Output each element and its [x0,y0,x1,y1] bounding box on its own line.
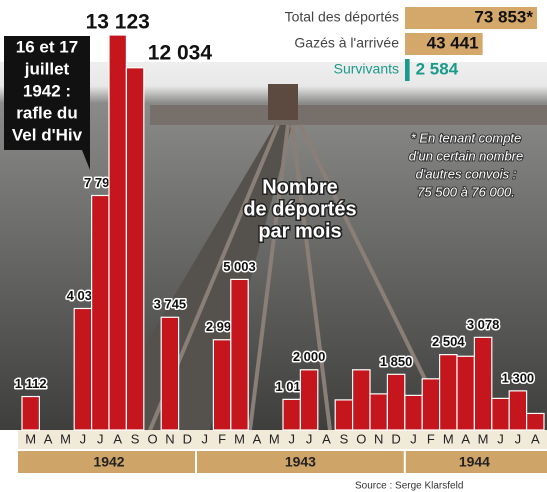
value-label: 13 123 [86,11,150,34]
value-label: 12 034 [148,41,213,64]
x-tick-label: J [515,431,522,446]
bar [300,370,317,430]
summary-value: 73 853* [474,7,533,26]
bar [74,308,91,430]
source: Source : Serge Klarsfeld [355,481,463,492]
bar [353,370,370,430]
x-tick-label: J [410,431,417,446]
value-label: 2 504 [432,334,465,349]
bar [509,391,526,430]
note: d'un certain nombre [409,148,524,163]
note: * En tenant compte [411,130,522,145]
x-tick-label: J [80,431,87,446]
x-tick-label: M [234,431,245,446]
x-tick-label: J [201,431,208,446]
summary-label: Survivants [334,61,399,77]
bar [527,413,544,430]
summary-label: Gazés à l'arrivée [294,35,399,51]
chart-title: par mois [258,220,341,242]
gate-tower [268,84,298,120]
value-label: 2 000 [293,349,326,364]
summary-value: 2 584 [416,59,459,78]
x-tick-label: J [497,431,504,446]
bar [474,337,491,430]
x-tick-label: A [461,431,470,446]
chart-title: Nombre [262,176,338,198]
bar [440,355,457,430]
x-tick-label: J [288,431,295,446]
x-tick-label: D [391,431,400,446]
x-tick-label: F [218,431,226,446]
bar [231,279,248,430]
annotation: rafle du [16,103,77,122]
x-tick-label: N [165,431,174,446]
annotation: 16 et 17 [16,37,78,56]
camp-wall [150,105,547,125]
x-tick-label: A [113,431,122,446]
x-tick-label: F [427,431,435,446]
value-label: 1 850 [380,354,413,369]
x-tick-label: M [478,431,489,446]
year-label: 1942 [93,454,124,470]
bar [109,35,126,430]
chart-title: de déportés [243,198,356,220]
x-tick-label: A [44,431,53,446]
x-tick-label: M [443,431,454,446]
x-tick-label: D [183,431,192,446]
value-label: 1 112 [15,376,47,391]
bar [492,398,509,430]
x-tick-label: M [25,431,36,446]
x-tick-label: J [306,431,313,446]
value-label: 3 745 [154,297,187,312]
bar [370,394,387,430]
bar [92,195,109,430]
annotation: juillet [24,59,70,78]
x-tick-label: A [322,431,331,446]
bar [213,340,230,430]
summary-label: Total des déportés [285,9,399,25]
bar [283,399,300,430]
x-tick-label: A [531,431,540,446]
bar [126,68,143,430]
x-tick-label: N [374,431,383,446]
x-tick-label: S [131,431,140,446]
x-tick-label: M [269,431,280,446]
value-label: 3 078 [467,317,500,332]
x-tick-label: O [356,431,366,446]
summary-value: 43 441 [427,33,479,52]
page: Source : Serge Klarsfeld Nombrede déport… [0,0,547,492]
bar [405,395,422,430]
bar [387,374,404,430]
summary-bar [405,59,410,81]
note: 75 500 à 76 000. [417,184,515,199]
bar [161,317,178,430]
bar [457,356,474,430]
x-tick-label: A [253,431,262,446]
x-tick-label: M [60,431,71,446]
bar [335,400,352,430]
annotation: Vel d'Hiv [12,125,83,144]
value-label: 1 300 [502,370,535,385]
year-label: 1943 [285,454,316,470]
bar [422,379,439,430]
x-tick-label: S [340,431,349,446]
annotation: 1942 : [23,81,71,100]
bar [22,397,39,430]
x-tick-label: J [97,431,104,446]
value-label: 5 003 [223,259,256,274]
x-tick-label: O [147,431,157,446]
chart: Source : Serge Klarsfeld Nombrede déport… [0,0,547,492]
note: d'autres convois : [416,166,517,181]
year-label: 1944 [459,454,490,470]
